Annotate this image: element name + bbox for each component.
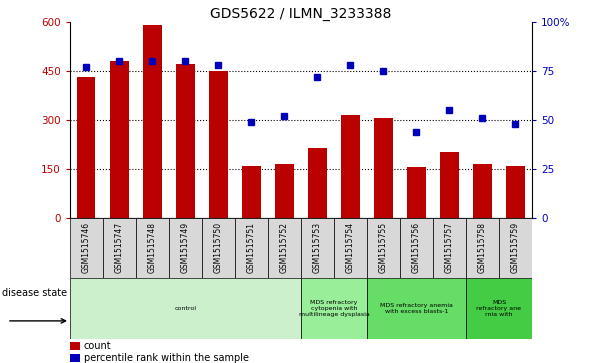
Bar [367, 218, 400, 278]
Bar [334, 218, 367, 278]
Text: control: control [174, 306, 196, 311]
Text: disease state: disease state [2, 288, 67, 298]
Text: MDS
refractory ane
rnia with: MDS refractory ane rnia with [477, 300, 522, 317]
Text: MDS refractory
cytopenia with
multilineage dysplasia: MDS refractory cytopenia with multilinea… [299, 300, 369, 317]
Text: GSM1515757: GSM1515757 [445, 222, 454, 273]
Bar [70, 354, 80, 362]
Bar [474, 164, 491, 218]
Bar [70, 342, 80, 350]
Bar [308, 147, 326, 218]
Bar [367, 278, 466, 339]
Bar [77, 77, 95, 218]
Bar [275, 164, 294, 218]
Bar [143, 25, 162, 218]
Bar [136, 218, 169, 278]
Bar [235, 218, 268, 278]
Text: GSM1515758: GSM1515758 [478, 222, 487, 273]
Text: GSM1515755: GSM1515755 [379, 222, 388, 273]
Bar [209, 71, 227, 218]
Text: GSM1515747: GSM1515747 [115, 222, 124, 273]
Text: GSM1515750: GSM1515750 [214, 222, 223, 273]
Title: GDS5622 / ILMN_3233388: GDS5622 / ILMN_3233388 [210, 7, 392, 21]
Text: GSM1515749: GSM1515749 [181, 222, 190, 273]
Bar [202, 218, 235, 278]
Text: GSM1515746: GSM1515746 [82, 222, 91, 273]
Bar [466, 278, 532, 339]
Bar [110, 61, 128, 218]
Bar [440, 152, 458, 218]
Bar [466, 218, 499, 278]
Text: GSM1515748: GSM1515748 [148, 222, 157, 273]
Bar [499, 218, 532, 278]
Bar [506, 166, 525, 218]
Text: GSM1515751: GSM1515751 [247, 222, 256, 273]
Text: MDS refractory anemia
with excess blasts-1: MDS refractory anemia with excess blasts… [380, 303, 453, 314]
Text: GSM1515756: GSM1515756 [412, 222, 421, 273]
Bar [103, 218, 136, 278]
Bar [433, 218, 466, 278]
Bar [301, 278, 367, 339]
Bar [400, 218, 433, 278]
Bar [341, 115, 359, 218]
Bar [169, 218, 202, 278]
Bar [70, 278, 301, 339]
Bar [407, 167, 426, 218]
Bar [70, 218, 103, 278]
Bar [301, 218, 334, 278]
Text: percentile rank within the sample: percentile rank within the sample [84, 352, 249, 363]
Text: GSM1515752: GSM1515752 [280, 222, 289, 273]
Bar [375, 118, 393, 218]
Text: GSM1515754: GSM1515754 [346, 222, 355, 273]
Bar [268, 218, 301, 278]
Text: GSM1515759: GSM1515759 [511, 222, 520, 273]
Bar [176, 64, 195, 218]
Text: GSM1515753: GSM1515753 [313, 222, 322, 273]
Bar [243, 166, 260, 218]
Text: count: count [84, 341, 111, 351]
